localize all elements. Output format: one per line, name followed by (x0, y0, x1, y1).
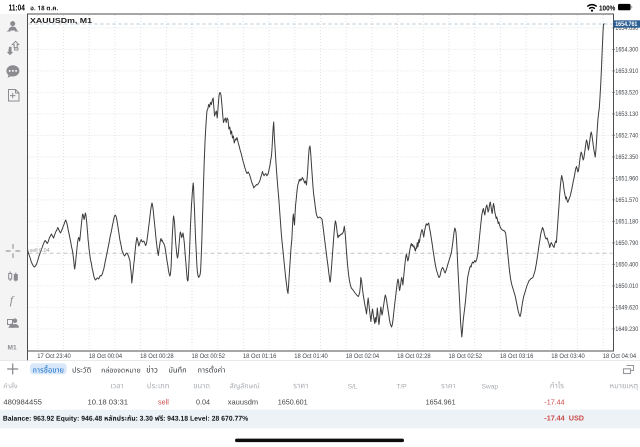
svg-text:10.18 03:31: 10.18 03:31 (88, 398, 129, 407)
svg-text:11:04: 11:04 (9, 3, 26, 12)
svg-text:-17.44: -17.44 (544, 414, 564, 423)
svg-text:18 Oct 02:28: 18 Oct 02:28 (397, 353, 431, 360)
svg-text:sell 0.04: sell 0.04 (30, 248, 50, 254)
svg-text:M1: M1 (8, 345, 17, 352)
svg-text:1649.620: 1649.620 (615, 305, 638, 312)
svg-text:S/L: S/L (348, 383, 358, 390)
svg-text:-17.44: -17.44 (544, 398, 564, 407)
svg-text:1651.180: 1651.180 (615, 219, 638, 226)
svg-text:1652.740: 1652.740 (615, 133, 638, 140)
svg-text:1650.601: 1650.601 (278, 398, 308, 407)
svg-text:1654.961: 1654.961 (426, 398, 456, 407)
svg-text:0.04: 0.04 (196, 398, 210, 407)
svg-text:1653.130: 1653.130 (615, 111, 638, 118)
svg-text:18 Oct 03:16: 18 Oct 03:16 (500, 353, 534, 360)
svg-text:18 Oct 00:52: 18 Oct 00:52 (192, 353, 226, 360)
svg-text:18 Oct 00:28: 18 Oct 00:28 (140, 353, 174, 360)
svg-text:18 Oct 04:04: 18 Oct 04:04 (603, 353, 637, 360)
svg-text:1654.761: 1654.761 (615, 21, 638, 28)
svg-text:100%: 100% (599, 3, 616, 12)
svg-text:18 Oct 00:04: 18 Oct 00:04 (89, 353, 123, 360)
svg-text:sell: sell (158, 398, 169, 407)
svg-text:T/P: T/P (396, 383, 407, 390)
svg-text:18 Oct 01:40: 18 Oct 01:40 (294, 353, 328, 360)
svg-text:xauusdm: xauusdm (228, 398, 258, 407)
svg-text:1654.300: 1654.300 (615, 47, 638, 54)
svg-text:1653.910: 1653.910 (615, 68, 638, 75)
svg-text:480984455: 480984455 (3, 398, 42, 407)
svg-text:XAUUSDm, M1: XAUUSDm, M1 (30, 16, 92, 25)
svg-text:1654.690: 1654.690 (615, 25, 638, 32)
svg-text:1649.230: 1649.230 (615, 326, 638, 333)
svg-text:USD: USD (569, 414, 584, 423)
svg-text:18 Oct 02:04: 18 Oct 02:04 (346, 353, 380, 360)
svg-text:18 Oct 03:40: 18 Oct 03:40 (551, 353, 585, 360)
svg-text:1650.400: 1650.400 (615, 262, 638, 269)
svg-text:1650.790: 1650.790 (615, 240, 638, 247)
svg-text:1652.350: 1652.350 (615, 154, 638, 161)
svg-text:18 Oct 01:16: 18 Oct 01:16 (243, 353, 277, 360)
svg-text:17 Oct 23:40: 17 Oct 23:40 (37, 353, 71, 360)
svg-text:Swap: Swap (482, 383, 499, 390)
svg-text:1651.960: 1651.960 (615, 176, 638, 183)
svg-text:18 Oct 02:52: 18 Oct 02:52 (449, 353, 483, 360)
svg-text:1650.010: 1650.010 (615, 283, 638, 290)
svg-text:f: f (10, 293, 15, 307)
svg-text:1653.520: 1653.520 (615, 90, 638, 97)
svg-text:1651.570: 1651.570 (615, 197, 638, 204)
